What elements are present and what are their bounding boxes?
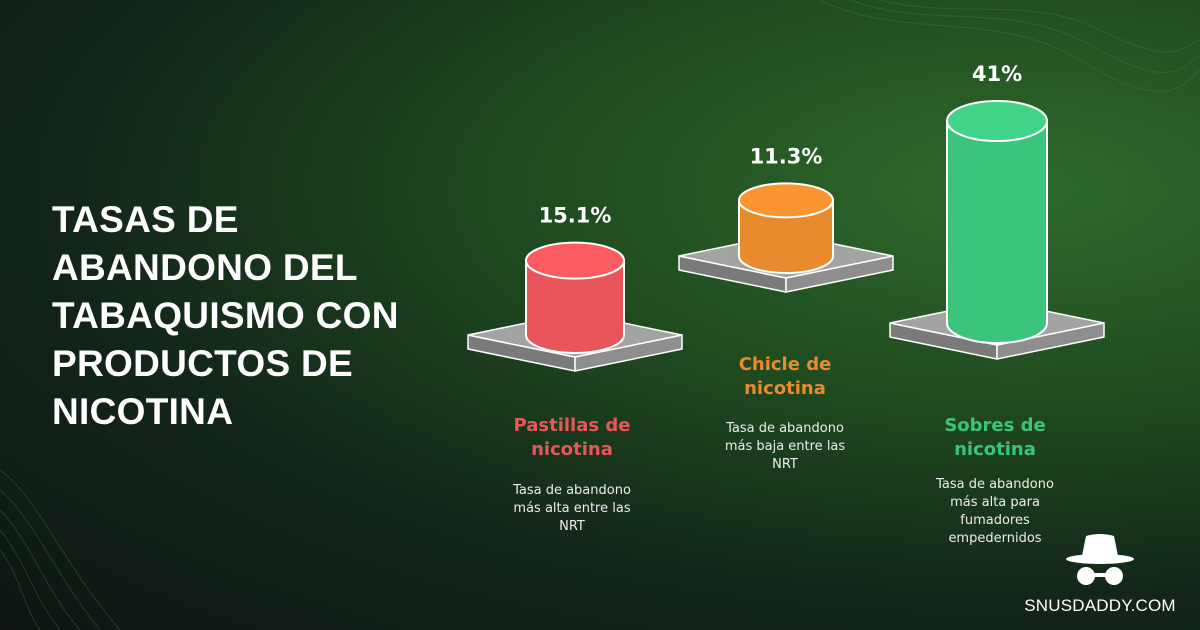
bar-cylinder-body: [738, 199, 834, 274]
bar-cylinder-top: [525, 241, 625, 280]
title-line-2: ABANDONO DEL: [52, 247, 358, 288]
description-line: más alta entre las: [513, 501, 631, 516]
description-line: fumadores: [960, 513, 1030, 528]
category-label-line: Pastillas de: [513, 415, 631, 436]
bar-group-2: 11.3%: [678, 144, 894, 293]
description-line: más alta para: [950, 495, 1040, 510]
value-label: 41%: [972, 62, 1022, 86]
category-label-line: Sobres de: [944, 415, 1046, 436]
description-line: Tasa de abandono: [936, 477, 1054, 492]
description-line: NRT: [772, 457, 798, 472]
description-sobres: Tasa de abandono más alta para fumadores…: [905, 476, 1085, 548]
description-chicle: Tasa de abandono más baja entre las NRT: [695, 420, 875, 474]
category-label-line: nicotina: [954, 439, 1036, 460]
category-label-line: nicotina: [531, 439, 613, 460]
bar-cylinder-body: [525, 259, 625, 354]
value-label: 11.3%: [750, 144, 823, 168]
description-pastillas: Tasa de abandono más alta entre las NRT: [482, 482, 662, 536]
title-line-1: TASAS DE: [52, 199, 239, 240]
bar-group-3: 41%: [889, 62, 1105, 360]
brand-name: SNUSDADDY.COM: [1024, 596, 1176, 615]
description-line: Tasa de abandono: [726, 421, 844, 436]
value-label: 15.1%: [539, 204, 612, 228]
category-label-line: nicotina: [744, 378, 826, 399]
page-title: TASAS DE ABANDONO DEL TABAQUISMO CON PRO…: [52, 196, 452, 436]
description-line: empedernidos: [948, 531, 1042, 546]
description-line: NRT: [559, 519, 585, 534]
category-label-sobres: Sobres de nicotina: [905, 414, 1085, 462]
bar-group-1: 15.1%: [467, 204, 683, 372]
description-line: Tasa de abandono: [513, 483, 631, 498]
bar-cylinder-body: [946, 120, 1048, 344]
category-label-line: Chicle de: [738, 354, 832, 375]
bar-cylinder-top: [946, 100, 1048, 142]
bar-cylinder-top: [738, 182, 834, 219]
title-line-5: NICOTINA: [52, 391, 234, 432]
description-line: más baja entre las: [724, 439, 846, 454]
category-label-pastillas: Pastillas de nicotina: [482, 414, 662, 462]
title-line-3: TABAQUISMO CON: [52, 295, 399, 336]
incognito-hat-glasses-icon: [1066, 534, 1134, 585]
category-label-chicle: Chicle de nicotina: [695, 353, 875, 401]
title-line-4: PRODUCTOS DE: [52, 343, 354, 384]
